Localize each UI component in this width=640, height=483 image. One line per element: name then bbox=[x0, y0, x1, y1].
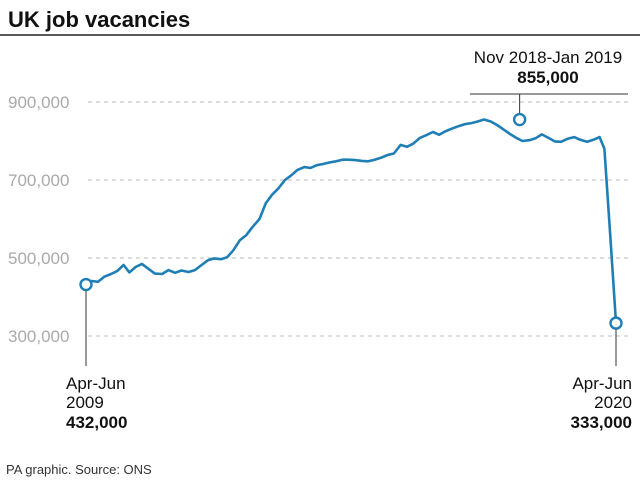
annotation-leaders bbox=[85, 93, 628, 366]
annotation-end-line2: 2020 bbox=[594, 393, 632, 412]
point-markers bbox=[79, 112, 623, 330]
annotation-start-line2: 2009 bbox=[66, 393, 104, 412]
gridlines bbox=[88, 101, 632, 337]
annotation-peak: Nov 2018-Jan 2019 855,000 bbox=[474, 48, 622, 87]
point-marker bbox=[79, 277, 93, 292]
y-tick-label: 900,000 bbox=[8, 93, 69, 112]
point-marker bbox=[512, 112, 527, 127]
annotation-end-value: 333,000 bbox=[571, 413, 632, 432]
annotation-peak-line1: Nov 2018-Jan 2019 bbox=[474, 48, 622, 67]
y-tick-label: 700,000 bbox=[8, 171, 69, 190]
annotation-end-line1: Apr-Jun bbox=[572, 374, 632, 393]
y-tick-label: 500,000 bbox=[8, 249, 69, 268]
annotation-end: Apr-Jun 2020 333,000 bbox=[571, 374, 632, 432]
annotation-peak-value: 855,000 bbox=[517, 68, 578, 87]
y-tick-label: 300,000 bbox=[8, 327, 69, 346]
source-note: PA graphic. Source: ONS bbox=[6, 462, 152, 477]
annotation-start: Apr-Jun 2009 432,000 bbox=[66, 374, 127, 432]
series-line-vacancies bbox=[84, 118, 618, 325]
point-marker bbox=[609, 316, 623, 330]
chart-title: UK job vacancies bbox=[8, 7, 190, 32]
annotation-start-line1: Apr-Jun bbox=[66, 374, 126, 393]
annotation-start-value: 432,000 bbox=[66, 413, 127, 432]
y-tick-labels: 300,000 500,000 700,000 900,000 bbox=[8, 93, 69, 346]
